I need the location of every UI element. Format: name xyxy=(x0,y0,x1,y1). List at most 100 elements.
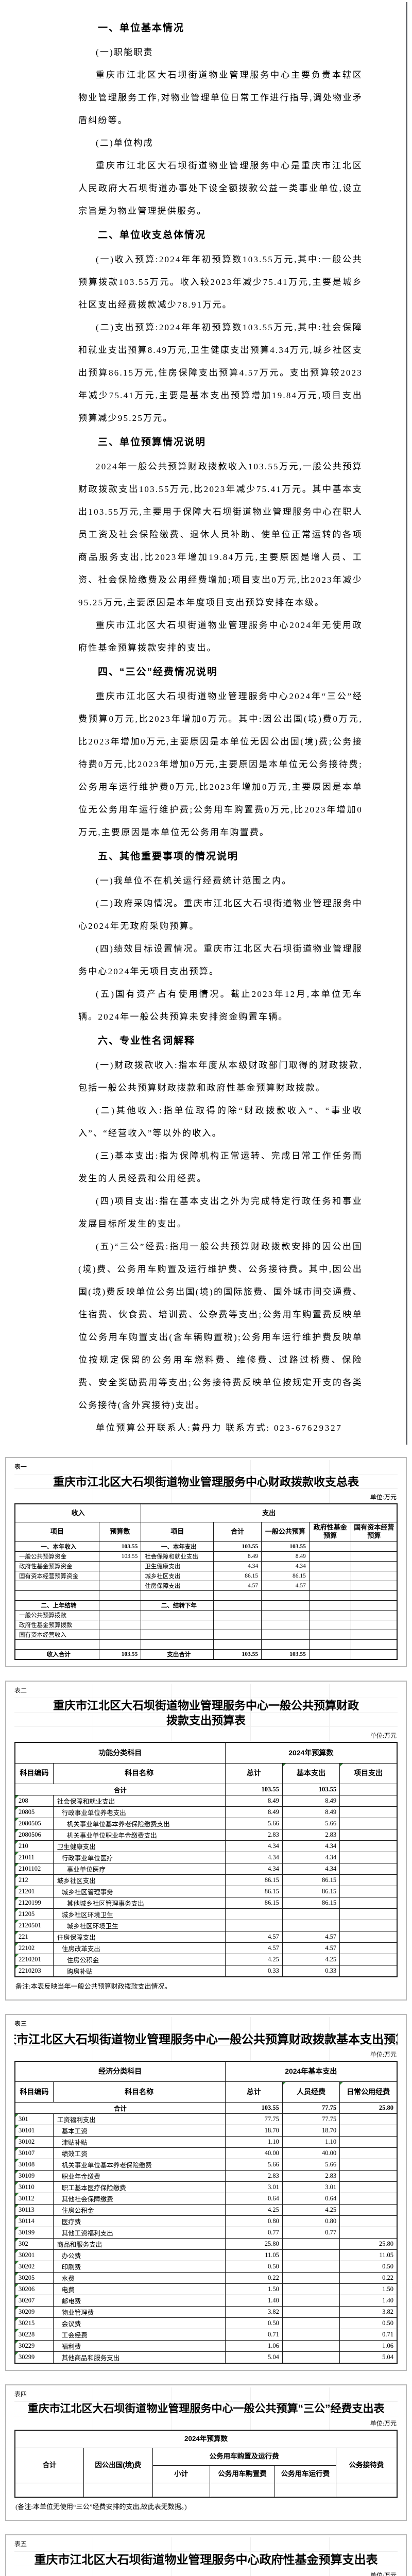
table-label: 表五 xyxy=(14,2540,27,2548)
amount-cell: 4.34 xyxy=(282,1851,340,1863)
col-basic: 基本支出 xyxy=(282,1762,340,1784)
label-cell: 城乡社区支出 xyxy=(53,1874,226,1886)
label-cell xyxy=(351,1561,398,1571)
table-title: 重庆市江北区大石坝街道物业管理服务中心财政拨款收支总表 xyxy=(53,1476,359,1488)
label-cell xyxy=(282,1919,340,1931)
code-cell: 212 xyxy=(14,1874,54,1886)
label-cell xyxy=(98,1609,142,1620)
label-cell: 国有资本经营收入 xyxy=(14,1629,99,1640)
paragraph: 重庆市江北区大石坝街道物业管理服务中心主要负责本辖区物业管理服务工作,对物业管理… xyxy=(78,70,363,125)
amount-cell: 3.01 xyxy=(282,2181,340,2194)
label-cell xyxy=(141,1619,214,1630)
table-body: 合计 103.55 77.75 25.80 301 工资福利支出 77.75 77.75 301… xyxy=(14,2102,398,2364)
amount-cell: 86.15 xyxy=(213,1570,262,1581)
amount-cell: 11.05 xyxy=(339,2249,398,2262)
amount-cell: 0.50 xyxy=(339,2317,398,2330)
paragraph: (二)单位构成 xyxy=(96,138,153,148)
paragraph: 重庆市江北区大石坝街道物业管理服务中心是重庆市江北区人民政府大石坝街道办事处下设… xyxy=(78,161,363,216)
label-cell: 一、本年收入 xyxy=(14,1541,99,1552)
label-cell: 行政事业单位养老支出 xyxy=(53,1806,226,1818)
paragraph: 2024年一般公共预算财政拨款收入103.55万元,一般公共预算财政拨款支出10… xyxy=(78,462,363,607)
amount-cell: 0.33 xyxy=(225,1964,283,1977)
label-cell xyxy=(351,1609,398,1620)
label-cell xyxy=(308,1561,352,1571)
amount-cell: 1.40 xyxy=(225,2295,283,2307)
section-heading: 一、单位基本情况 xyxy=(98,23,185,33)
table-title-text: 重庆市江北区大石坝街道物业管理服务中心一般公共预算财政拨款基本支出预算表 xyxy=(14,2032,398,2046)
unit-label: 单位:万元 xyxy=(370,1493,397,1501)
label-cell: 二、结转下年 xyxy=(141,1600,214,1611)
label-cell: 卫生健康支出 xyxy=(53,1840,226,1852)
label-cell: 印刷费 xyxy=(53,2261,226,2273)
label-cell xyxy=(351,1600,398,1611)
label-cell xyxy=(152,2482,210,2498)
label-cell: 职工基本医疗保险缴费 xyxy=(53,2181,226,2194)
label-cell: 其他商品和服务支出 xyxy=(53,2351,226,2364)
section-heading: 四、“三公”经费情况说明 xyxy=(98,667,218,677)
label-cell: 购房补贴 xyxy=(53,1964,226,1977)
label-cell: 社会保障和就业支出 xyxy=(53,1794,226,1807)
label-cell xyxy=(14,1580,99,1591)
label-cell xyxy=(351,1590,398,1601)
label-cell xyxy=(339,1806,398,1818)
code-cell: 21201 xyxy=(14,1885,54,1897)
code-cell: 30112 xyxy=(14,2193,54,2205)
label-cell xyxy=(339,1828,398,1841)
amount-cell: 3.82 xyxy=(339,2306,398,2318)
amount-cell: 0.77 xyxy=(225,2227,283,2239)
table-note: (备注:本单位无使用“三公”经费安排的支出,故此表无数据。) xyxy=(15,2503,187,2511)
label-cell xyxy=(339,2125,398,2137)
amount-cell: 0.33 xyxy=(282,1964,340,1977)
label-cell: 机关事业单位基本养老保险缴费支出 xyxy=(53,1817,226,1829)
scrollbar[interactable] xyxy=(406,2,407,1445)
label-cell xyxy=(98,1590,142,1601)
label-cell xyxy=(351,1639,398,1650)
amount-cell: 86.15 xyxy=(225,1874,283,1886)
amount-cell: 0.50 xyxy=(225,2261,283,2273)
col-general-budget: 一般公共预算 xyxy=(261,1522,310,1542)
amount-cell: 4.57 xyxy=(282,1942,340,1954)
label-cell xyxy=(213,1629,262,1640)
amount-cell: 11.05 xyxy=(225,2249,283,2262)
unit-label: 单位:万元 xyxy=(370,2571,397,2576)
label-cell xyxy=(282,2238,340,2250)
code-cell: 20805 xyxy=(14,1806,54,1818)
label-cell xyxy=(282,2306,340,2318)
amount-cell: 5.66 xyxy=(225,1817,283,1829)
table-body: 合计 103.55 103.55 208 社会保障和就业支出 8.49 8.49 20805 行… xyxy=(14,1783,398,1977)
amount-cell: 4.25 xyxy=(225,1953,283,1965)
year-budget-header: 2024年预算数 xyxy=(14,2430,398,2448)
amount-cell: 0.50 xyxy=(339,2261,398,2273)
general-budget-expenditure-table: 表二 重庆市江北区大石坝街道物业管理服务中心一般公共预算财政拨款支出预算表 单位… xyxy=(5,1680,407,2001)
budget-narrative: 一、单位基本情况 (一)职能职责 重庆市江北区大石坝街道物业管理服务中心主要负责本辖… xyxy=(78,2,407,1445)
code-cell: 30229 xyxy=(14,2340,54,2352)
col-total: 合计 xyxy=(213,1522,262,1542)
amount-cell: 4.57 xyxy=(261,1580,310,1591)
label-cell xyxy=(308,1541,352,1552)
amount-cell: 103.55 xyxy=(225,1783,283,1795)
label-cell: 支出合计 xyxy=(141,1649,214,1660)
label-cell: 城乡社区环境卫生 xyxy=(53,1908,226,1920)
amount-cell: 0.64 xyxy=(225,2193,283,2205)
paragraph: (五)国有资产占有使用情况。截止2023年12月,本单位无车辆。2024年一般公… xyxy=(78,989,363,1022)
label-cell xyxy=(339,2215,398,2228)
label-cell: 行政事业单位医疗 xyxy=(53,1851,226,1863)
label-cell: 工会经费 xyxy=(53,2329,226,2341)
label-cell: 基本工资 xyxy=(53,2125,226,2137)
label-cell xyxy=(308,1570,352,1581)
code-cell: 208 xyxy=(14,1794,54,1807)
code-cell: 30109 xyxy=(14,2170,54,2182)
label-cell: 其他城乡社区管理事务支出 xyxy=(53,1896,226,1909)
label-cell xyxy=(339,1908,398,1920)
code-cell: 210 xyxy=(14,1840,54,1852)
label-cell xyxy=(351,1541,398,1552)
label-cell xyxy=(282,2317,340,2330)
amount-cell: 4.34 xyxy=(225,1840,283,1852)
label-cell xyxy=(98,1580,142,1591)
amount-cell: 4.57 xyxy=(282,1930,340,1943)
label-cell xyxy=(225,1908,283,1920)
income-header: 收入 xyxy=(14,1503,142,1523)
label-cell xyxy=(213,1600,262,1611)
label-cell xyxy=(282,2283,340,2296)
col-total: 合计 xyxy=(14,2447,84,2483)
